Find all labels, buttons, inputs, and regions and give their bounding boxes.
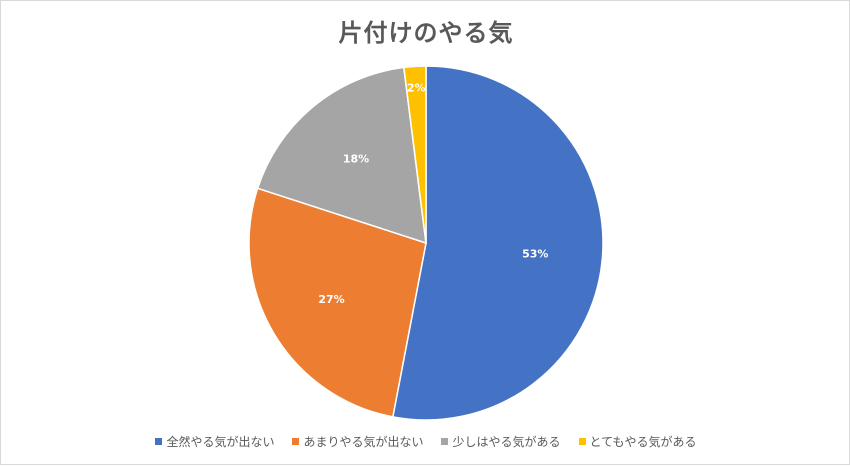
pie-slice-4 — [402, 65, 427, 244]
legend-item-1: 全然やる気が出ない — [155, 433, 274, 450]
data-label-3: 18% — [343, 152, 369, 165]
pie-data-labels: 53% 27% 18% 2% — [318, 82, 548, 306]
pie-slices — [248, 65, 604, 421]
legend-label: あまりやる気が出ない — [303, 435, 424, 449]
legend-swatch — [578, 438, 586, 445]
pie-slice-3 — [256, 66, 427, 245]
legend-item-2: あまりやる気が出ない — [292, 433, 423, 450]
legend-swatch — [155, 438, 163, 445]
legend-label: 全然やる気が出ない — [166, 435, 275, 449]
legend-label: とてもやる気がある — [589, 435, 697, 449]
legend-label: 少しはやる気がある — [452, 435, 561, 449]
data-label-4: 2% — [407, 82, 426, 95]
pie-slice-1 — [391, 65, 604, 421]
data-label-2: 27% — [318, 293, 344, 306]
legend-item-4: とてもやる気がある — [578, 433, 697, 450]
data-label-1: 53% — [522, 247, 548, 260]
legend-swatch — [292, 438, 300, 445]
legend-item-3: 少しはやる気がある — [441, 433, 561, 450]
pie-slice-2 — [248, 187, 427, 418]
legend-swatch — [441, 438, 449, 445]
legend: 全然やる気が出ない あまりやる気が出ない 少しはやる気がある とてもやる気がある — [1, 433, 850, 450]
chart-title: 片付けのやる気 — [338, 19, 514, 47]
